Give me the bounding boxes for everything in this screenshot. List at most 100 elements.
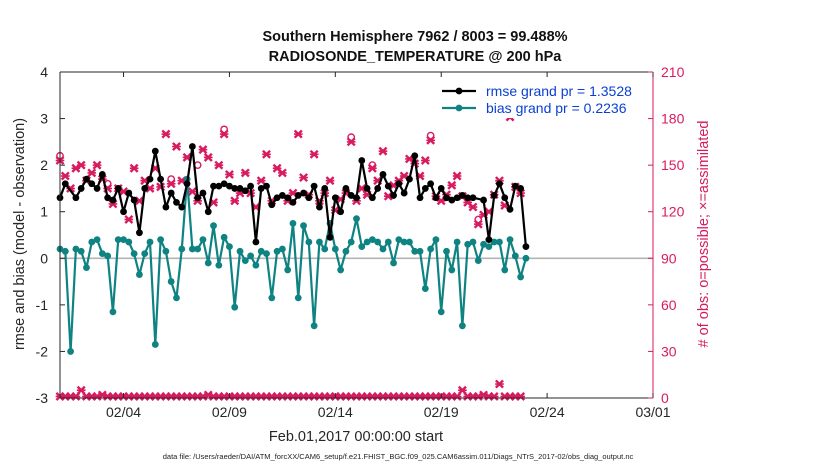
rmse-point [210,182,217,190]
bias-point [77,247,85,255]
chart-title-line1: Southern Hemisphere 7962 / 8003 = 99.488… [262,29,567,45]
bias-point [204,259,212,267]
assimilated-obs-marker [161,129,171,139]
assimilated-obs-marker [224,170,234,179]
possible-obs-marker [368,161,377,170]
bias-point [485,243,493,251]
rmse-point [162,203,170,211]
bias-point [167,278,175,285]
bias-point [464,240,472,248]
rmse-point [231,185,239,192]
data-file-footnote: data file: /Users/raeder/DAI/ATM_forcXX/… [163,452,634,461]
rmse-point [453,194,461,202]
bias-point [130,250,138,258]
bias-point [496,238,503,246]
rmse-point [273,194,281,202]
rmse-point [416,194,424,202]
assimilated-obs-marker [262,149,271,159]
bias-point [337,266,345,274]
bias-point [257,247,265,255]
bias-point [480,240,487,248]
bias-point [316,238,323,246]
bias-point [83,264,90,271]
axes: 02/04 02/09 02/14 02/19 02/24 03/01 -3 -2 -1 0 1 2 3… [36,64,685,420]
assimilated-obs-marker [240,168,250,178]
rmse-point [215,182,223,190]
assimilated-obs-marker [293,129,303,139]
bias-point [321,245,329,253]
chart-title-line2: RADIOSONDE_TEMPERATURE @ 200 hPa [269,49,563,65]
bias-point [374,238,382,246]
rmse-point [448,196,456,204]
bias-point [421,285,429,292]
rmse-point [331,194,339,202]
bias-point [136,271,143,278]
bias-point [199,236,207,244]
possible-obs-marker [167,175,176,184]
y-left-tick-label: 4 [40,64,48,80]
rmse-point [98,171,106,178]
possible-obs-marker [474,215,483,224]
bias-point [157,236,164,244]
y-right-tick-label: 0 [661,390,669,406]
y-left-tick-label: 3 [40,111,48,127]
x-axis-label: Feb.01,2017 00:00:00 start [269,429,443,445]
bias-point [522,254,530,262]
rmse-point [146,175,154,183]
bias-point [448,266,456,274]
rmse-point [310,182,318,190]
bias-point [501,266,509,274]
rmse-point [379,171,387,178]
legend-bias-marker [455,104,463,112]
rmse-point [321,185,329,192]
rmse-point [337,208,345,216]
bias-point [141,250,149,258]
bias-point [517,273,525,281]
assimilated-obs-marker [214,160,224,170]
rmse-point [316,203,323,211]
rmse-point [236,185,244,192]
legend-box [440,78,648,118]
rmse-point [141,185,149,192]
bias-point [236,247,244,255]
bias-point [98,250,106,258]
rmse-point [384,182,392,190]
bias-point [252,261,260,269]
bias-point [215,261,223,269]
assimilated-obs-marker [187,187,197,196]
plot-background [60,72,653,398]
rmse-point [220,180,228,188]
rmse-point [326,233,334,241]
assimilated-obs-marker [420,156,430,165]
y-right-tick-label: 30 [661,343,677,359]
bias-point [416,247,424,255]
bias-point [241,257,249,265]
bias-point [93,236,101,244]
rmse-point [469,194,477,202]
rmse-point [167,189,175,197]
rmse-point [374,185,382,192]
bias-point [88,238,96,246]
bias-point [273,247,281,255]
rmse-point [93,185,101,192]
rmse-point [199,189,207,197]
bias-point [220,233,228,241]
x-tick-label: 02/19 [424,404,459,420]
bias-point [400,238,408,246]
bias-point [178,245,186,253]
rmse-point [226,182,233,190]
bias-point [61,247,69,255]
bias-point [363,238,371,246]
bias-point [146,238,154,246]
y-left-tick-label: -1 [36,297,49,313]
bias-point [506,236,514,244]
rmse-point [77,185,85,192]
assimilated-obs-marker [309,149,319,159]
bias-point [109,308,117,316]
rmse-point [284,194,292,202]
bias-point [268,294,276,302]
rmse-point [188,143,196,150]
plot-area [60,72,653,398]
bias-point [188,245,196,253]
